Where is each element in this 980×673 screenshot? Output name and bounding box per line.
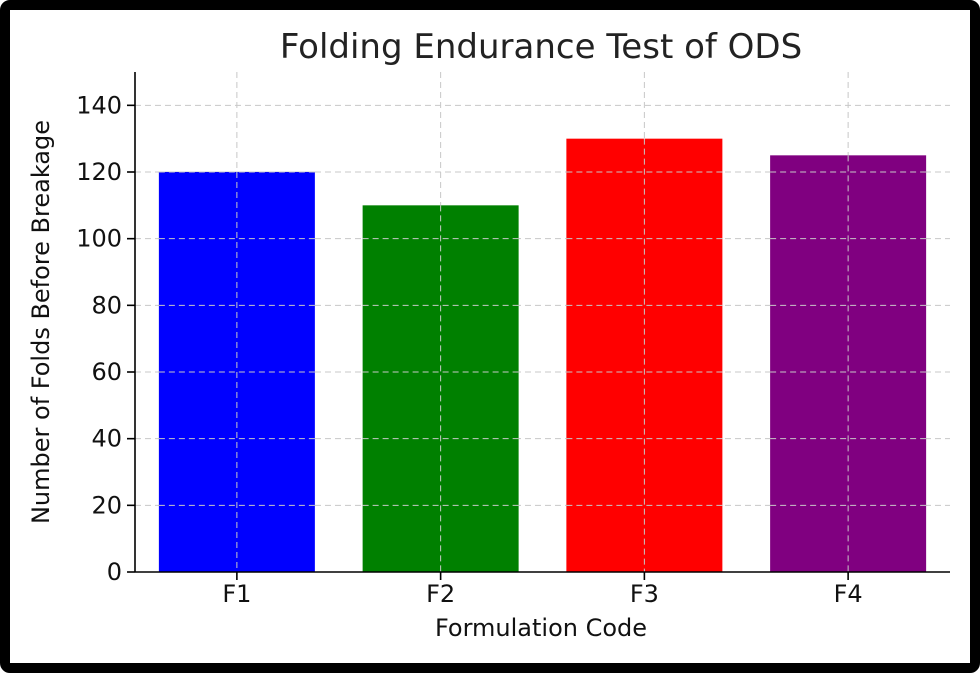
y-tick-label: 100	[76, 225, 122, 253]
axes-layer	[134, 72, 950, 573]
y-tick-label: 40	[91, 425, 122, 453]
y-axis-label: Number of Folds Before Breakage	[27, 120, 55, 524]
x-axis-label: Formulation Code	[435, 614, 647, 642]
y-tick-label: 80	[91, 291, 122, 319]
y-tick-label: 20	[91, 491, 122, 519]
chart-title: Folding Endurance Test of ODS	[280, 27, 802, 67]
x-tick-label: F4	[834, 580, 863, 608]
x-tick-label: F1	[222, 580, 251, 608]
bar-f4	[770, 155, 927, 573]
x-tick-label: F2	[426, 580, 455, 608]
y-tick-label: 0	[107, 558, 122, 586]
y-tick-label: 140	[76, 91, 122, 119]
x-tick-label: F3	[630, 580, 659, 608]
bars-layer	[158, 138, 927, 573]
y-ticks-layer: 0 20 40 60 80 100 120 140	[76, 91, 135, 586]
y-tick-label: 60	[91, 358, 122, 386]
y-tick-label: 120	[76, 158, 122, 186]
x-ticks-layer: F1 F2 F3 F4	[222, 572, 863, 608]
